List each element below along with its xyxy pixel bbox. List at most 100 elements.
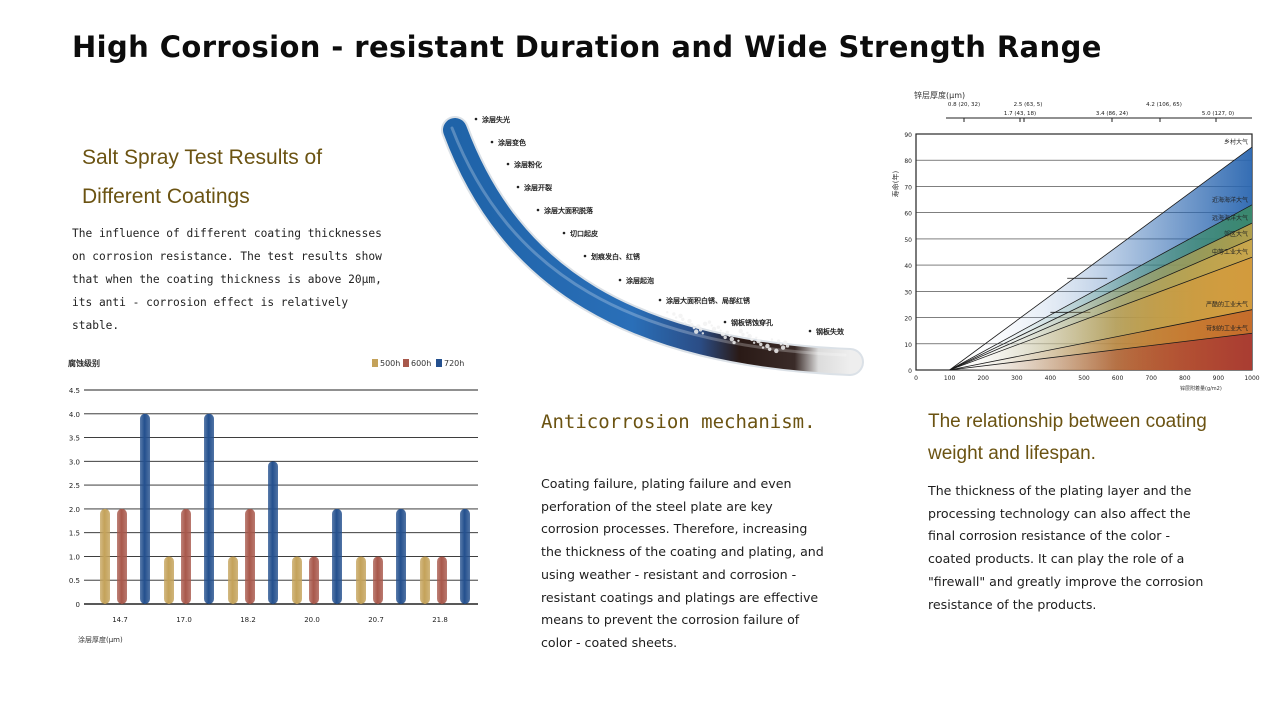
corrosion-speckle <box>756 338 761 344</box>
x-tick-label: 17.0 <box>176 616 192 624</box>
corrosion-speckle <box>681 317 685 322</box>
top-axis-label: 4.2 (106, 65) <box>1146 102 1182 108</box>
stage-dot <box>658 298 662 302</box>
stage-label: 涂层失光 <box>482 115 510 124</box>
series-label: 中等工业大气 <box>1212 248 1248 256</box>
stage-dot <box>723 320 727 324</box>
x-tick-label: 21.8 <box>432 616 448 624</box>
y-tick-label: 2.0 <box>69 506 80 514</box>
bar-720h <box>396 508 406 604</box>
corrosion-speckle <box>728 334 731 337</box>
stage-dot <box>474 117 478 121</box>
bar-720h <box>268 461 278 604</box>
series-label: 郊区大气 <box>1224 230 1248 238</box>
salt-spray-bar-chart: 0 0.5 1.0 1.5 2.0 2.5 3.0 3.5 4.0 4.5 腐蚀级别涂层厚度(μm)… <box>68 358 478 644</box>
bar-720h <box>204 413 214 604</box>
x-tick-label: 20.7 <box>368 616 384 624</box>
corrosion-speckle <box>710 324 713 327</box>
y-tick-label: 30 <box>904 289 912 296</box>
bar-500h <box>100 508 110 604</box>
area-苛刻的工业大气 <box>949 333 1252 370</box>
stage-dot <box>808 329 812 333</box>
series-label: 严酷的工业大气 <box>1206 301 1248 309</box>
x-tick-label: 14.7 <box>112 616 128 624</box>
stage-label: 涂层粉化 <box>514 160 542 169</box>
relationship-heading: The relationship between coating weight … <box>928 411 1207 464</box>
corrosion-speckle <box>774 348 779 354</box>
stage-label: 涂层大面积脱落 <box>544 206 594 215</box>
corrosion-speckle <box>785 344 790 348</box>
y-tick-label: 70 <box>904 184 912 191</box>
corrosion-speckle <box>698 328 703 332</box>
corrosion-speckle <box>780 345 786 350</box>
corrosion-speckle <box>725 330 729 335</box>
stage-label: 涂层起泡 <box>626 276 654 285</box>
stage-dot <box>516 185 520 189</box>
anticorrosion-heading: Anticorrosion mechanism. <box>541 411 816 433</box>
series-line <box>949 238 1253 371</box>
corrosion-speckle <box>678 313 683 318</box>
y-tick-label: 90 <box>904 132 912 139</box>
corrosion-speckle <box>723 335 727 340</box>
legend-label: 600h <box>411 359 431 368</box>
y-tick-label: 1.5 <box>69 530 80 538</box>
corrosion-speckle <box>755 336 758 339</box>
top-axis-label: 0.8 (20, 32) <box>948 102 980 108</box>
series-label: 乡村大气 <box>1224 138 1248 146</box>
y-tick-label: 4.5 <box>69 387 80 395</box>
top-axis-label: 1.7 (43, 18) <box>1004 111 1036 117</box>
x-axis-label: 锌层附着量(g/m2) <box>1180 385 1222 392</box>
x-tick-label: 20.0 <box>304 616 320 624</box>
x-tick-label: 18.2 <box>240 616 256 624</box>
bar-500h <box>356 556 366 604</box>
stage-dot <box>490 140 494 144</box>
y-axis-label: 腐蚀级别 <box>68 358 100 368</box>
x-tick-label: 100 <box>944 375 956 382</box>
relationship-description: The thickness of the plating layer and t… <box>928 483 1204 612</box>
top-axis-title: 锌层厚度(μm) <box>914 90 965 100</box>
y-tick-label: 0 <box>76 601 80 609</box>
y-tick-label: 40 <box>904 263 912 270</box>
bar-500h <box>164 556 174 604</box>
stage-label: 钢板锈蚀穿孔 <box>731 318 773 327</box>
x-tick-label: 800 <box>1179 375 1191 382</box>
corrosion-speckle <box>750 337 754 342</box>
corrosion-speckle <box>692 326 696 330</box>
legend-label: 720h <box>444 359 464 368</box>
bar-720h <box>140 413 150 604</box>
stage-label: 切口起皮 <box>570 229 598 238</box>
corrosion-speckle <box>737 339 740 342</box>
stage-label: 涂层变色 <box>498 138 526 147</box>
corrosion-tube <box>443 118 862 374</box>
legend-label: 500h <box>380 359 400 368</box>
y-tick-label: 1.0 <box>69 553 80 561</box>
anticorrosion-description: Coating failure, plating failure and eve… <box>541 476 824 650</box>
page-title: High Corrosion - resistant Duration and … <box>72 30 1102 64</box>
series-label: 近海海洋大气 <box>1212 196 1248 204</box>
legend-swatch <box>436 359 442 367</box>
stage-label: 涂层开裂 <box>524 183 552 192</box>
bar-720h <box>460 508 470 604</box>
stage-dot <box>536 208 540 212</box>
tube-highlight <box>450 126 847 357</box>
corrosion-speckle <box>666 310 669 314</box>
series-line <box>949 256 1253 371</box>
stage-label: 钢板失效 <box>816 327 845 336</box>
stage-label: 涂层大面积白锈、局部红锈 <box>666 296 751 305</box>
y-tick-label: 0.5 <box>69 577 80 585</box>
y-tick-label: 4.0 <box>69 411 80 419</box>
x-tick-label: 600 <box>1112 375 1124 382</box>
bar-500h <box>292 556 302 604</box>
y-tick-label: 0 <box>908 368 912 375</box>
stage-dot <box>562 231 566 235</box>
y-tick-label: 3.5 <box>69 435 80 443</box>
x-tick-label: 400 <box>1045 375 1057 382</box>
x-axis-label: 涂层厚度(μm) <box>78 635 123 644</box>
bar-600h <box>245 508 255 604</box>
y-axis-label: 寿命(年) <box>891 171 900 198</box>
corrosion-speckle <box>672 312 676 316</box>
x-tick-label: 300 <box>1011 375 1023 382</box>
corrosion-speckle <box>720 331 726 337</box>
y-tick-label: 10 <box>904 342 912 349</box>
salt-spray-heading: Salt Spray Test Results of Different Coa… <box>82 146 323 208</box>
